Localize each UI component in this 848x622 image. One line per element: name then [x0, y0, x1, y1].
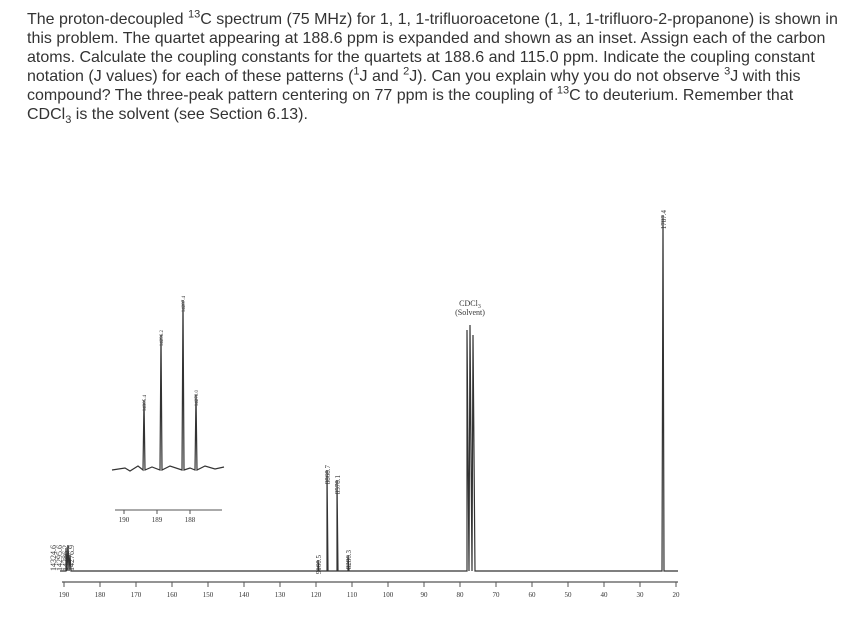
- sup: 1: [353, 65, 360, 78]
- peak-label: 14295.6: [55, 545, 64, 571]
- solvent-label: CDCl3 (Solvent): [455, 299, 485, 317]
- sub: 3: [65, 114, 72, 127]
- peak-label: 14276.9: [67, 545, 76, 571]
- x-tick-label: 170: [131, 591, 142, 599]
- solvent-label-text: (Solvent): [455, 308, 485, 317]
- problem-text: The proton-decoupled 13C spectrum (75 MH…: [27, 8, 839, 127]
- x-tick-label: 150: [203, 591, 214, 599]
- peak-label: 14278.0: [195, 390, 200, 407]
- x-tick-label: 140: [239, 591, 250, 599]
- text-run: J and: [359, 68, 404, 85]
- inset-tick-label: 188: [185, 516, 196, 524]
- solvent-label-text: CDCl: [459, 299, 478, 308]
- sup: 3: [724, 65, 731, 78]
- sup: 13: [556, 84, 570, 97]
- peak-label: 14286.2: [61, 545, 70, 571]
- solvent-label-sub: 3: [478, 304, 481, 310]
- x-tick-label: 100: [383, 591, 394, 599]
- peak-label: 8286.3: [345, 550, 353, 570]
- x-tick-label: 20: [673, 591, 681, 599]
- x-tick-label: 180: [95, 591, 106, 599]
- inset-tick-label: 189: [152, 516, 163, 524]
- inset-trace: [111, 299, 225, 472]
- text-run: C to deuterium. Remember that CDCl: [27, 87, 794, 123]
- peak-label: 14287.4: [182, 296, 187, 313]
- x-tick-label: 130: [275, 591, 286, 599]
- text-run: The proton-decoupled: [27, 11, 188, 28]
- peak-label: 8578.1: [334, 475, 342, 495]
- x-tick-label: 50: [565, 591, 573, 599]
- peak-label: 14296.2: [160, 330, 165, 347]
- x-tick-label: 190: [59, 591, 70, 599]
- x-tick-label: 30: [637, 591, 645, 599]
- inset-tick-label: 190: [119, 516, 130, 524]
- text-run: is the solvent (see Section 6.13).: [71, 106, 308, 123]
- sup: 2: [403, 65, 410, 78]
- text-run: J). Can you explain why you do not obser…: [409, 68, 725, 85]
- baseline: [60, 214, 678, 572]
- peak-label: 9160.5: [315, 555, 323, 575]
- sup: 13: [188, 8, 201, 21]
- x-tick-label: 40: [601, 591, 609, 599]
- x-tick-label: 90: [421, 591, 429, 599]
- x-tick-label: 110: [347, 591, 358, 599]
- text-run: J with this compound? The three-peak pat…: [27, 68, 801, 104]
- x-tick-label: 70: [493, 591, 501, 599]
- peak-label: 14305.4: [143, 395, 148, 412]
- x-tick-label: 80: [457, 591, 465, 599]
- text-run: C spectrum (75 MHz) for 1, 1, 1-trifluor…: [27, 11, 838, 85]
- x-tick-label: 60: [529, 591, 537, 599]
- x-tick-label: 120: [311, 591, 322, 599]
- peak-label: 8868.7: [324, 465, 332, 485]
- peak-label: 1787.4: [660, 210, 668, 230]
- x-tick-label: 160: [167, 591, 178, 599]
- peak-label: 14324.6: [49, 545, 58, 571]
